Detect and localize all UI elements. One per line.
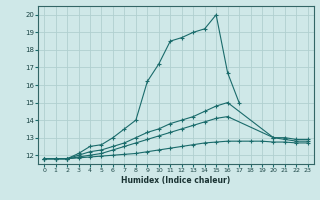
X-axis label: Humidex (Indice chaleur): Humidex (Indice chaleur) bbox=[121, 176, 231, 185]
